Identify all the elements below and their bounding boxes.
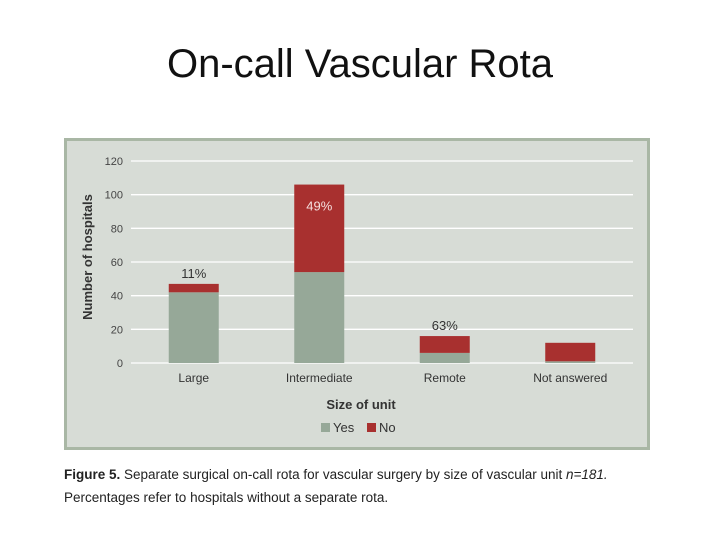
caption-line-1: Figure 5. Separate surgical on-call rota… — [64, 463, 664, 486]
chart-panel: 0 20 40 60 80 100 120 Large Intermediate Remote N… — [64, 138, 650, 450]
legend-label-no: No — [379, 420, 396, 435]
y-tick-label: 60 — [111, 257, 123, 269]
bar-no — [545, 342, 596, 362]
x-tick-label: Intermediate — [286, 371, 353, 385]
slide-title: On-call Vascular Rota — [166, 42, 554, 86]
caption-text: Separate surgical on-call rota for vascu… — [124, 467, 563, 482]
bars — [168, 184, 596, 363]
bar-yes — [168, 292, 219, 363]
bar-annotation: 11% — [181, 266, 206, 281]
x-tick-label: Large — [178, 371, 209, 385]
y-tick-label: 80 — [111, 223, 123, 235]
y-axis-label: Number of hospitals — [80, 194, 95, 320]
y-tick-label: 0 — [117, 358, 123, 370]
y-tick-label: 20 — [111, 324, 123, 336]
bar-annotations: 11% 49% 63% — [181, 199, 458, 333]
stacked-bar-chart: 0 20 40 60 80 100 120 Large Intermediate Remote N… — [80, 156, 633, 435]
x-axis-label: Size of unit — [326, 397, 396, 412]
y-tick-label: 40 — [111, 291, 123, 303]
bar-no — [294, 184, 345, 273]
bar-yes — [294, 272, 345, 363]
bar-annotation: 63% — [432, 318, 458, 333]
bar-yes — [419, 352, 470, 363]
legend-swatch-no — [367, 423, 376, 432]
x-tick-label: Not answered — [533, 371, 607, 385]
legend-swatch-yes — [321, 423, 330, 432]
x-tick-label: Remote — [424, 371, 466, 385]
figure-caption: Figure 5. Separate surgical on-call rota… — [64, 463, 664, 509]
y-tick-label: 100 — [105, 190, 123, 202]
bar-no — [419, 336, 470, 353]
legend-label-yes: Yes — [333, 420, 355, 435]
y-tick-labels: 0 20 40 60 80 100 120 — [105, 156, 123, 370]
x-tick-labels: Large Intermediate Remote Not answered — [178, 371, 607, 385]
legend: Yes No — [321, 420, 396, 435]
caption-label: Figure 5. — [64, 467, 121, 482]
y-tick-label: 120 — [105, 156, 123, 168]
bar-yes — [545, 361, 596, 363]
bar-no — [168, 283, 219, 293]
caption-n: n=181. — [566, 467, 608, 482]
bar-annotation: 49% — [306, 199, 332, 214]
caption-line-2: Percentages refer to hospitals without a… — [64, 490, 389, 505]
